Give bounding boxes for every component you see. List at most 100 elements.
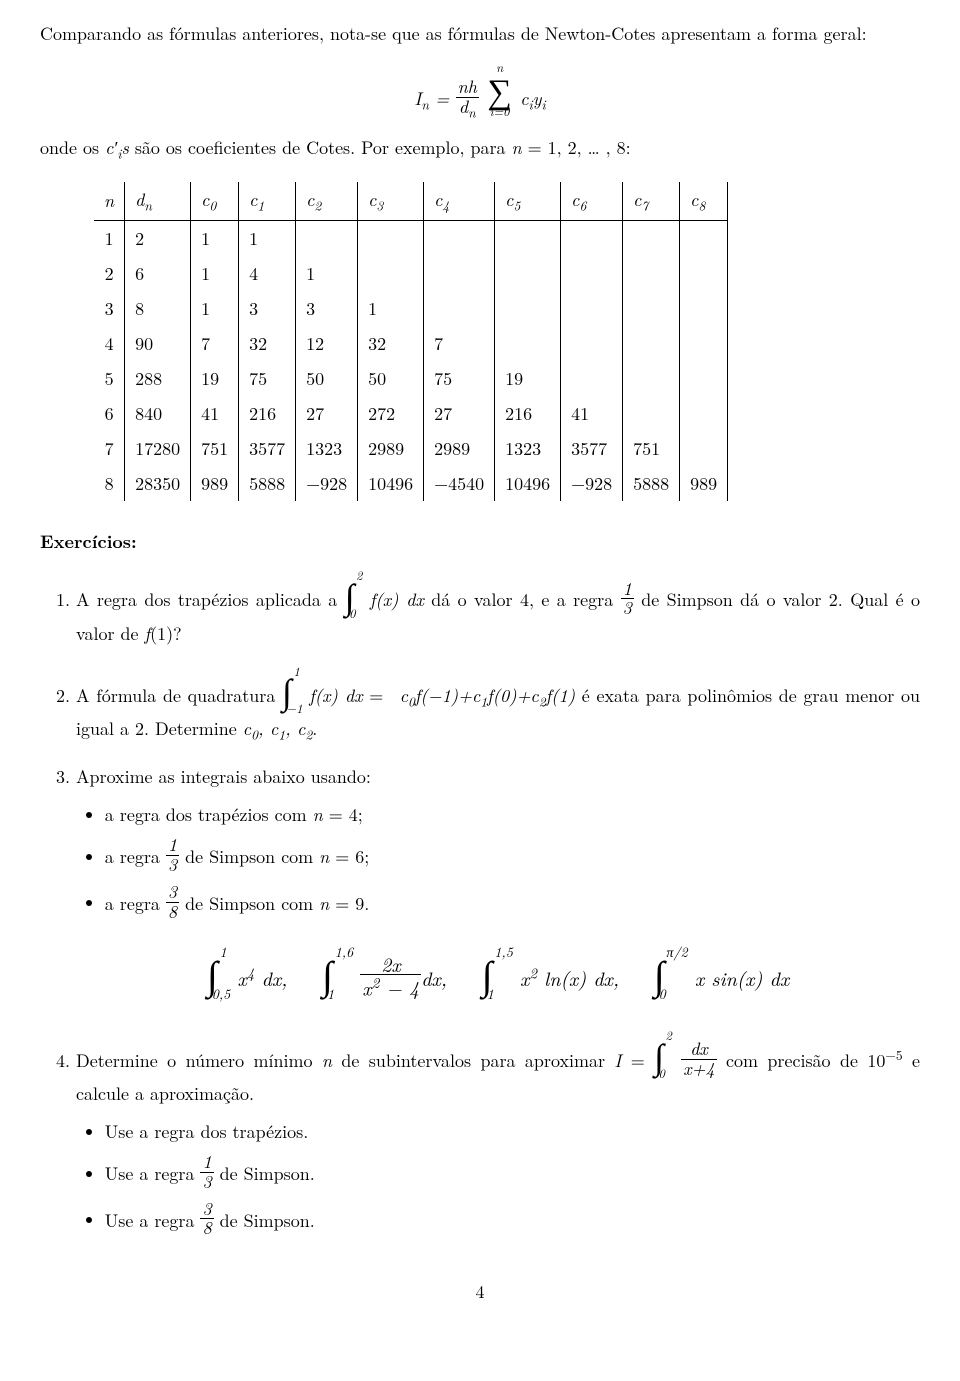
table-cell: 216	[239, 396, 296, 431]
table-cell	[561, 326, 623, 361]
page-number: 4	[40, 1278, 920, 1305]
table-cell	[495, 220, 561, 256]
table-row: 1211	[94, 220, 728, 256]
table-cell: 32	[239, 326, 296, 361]
table-cell: 7	[191, 326, 239, 361]
table-cell	[495, 326, 561, 361]
ex3-bullet-1: a regra dos trapézios com n = 4;	[105, 801, 920, 828]
table-cell	[680, 291, 728, 326]
table-header-cell: c5	[495, 182, 561, 220]
table-cell: 1323	[296, 431, 358, 466]
exercise-3: Aproxime as integrais abaixo usando: a r…	[76, 763, 920, 1002]
ex4-bullet-3: Use a regra 38 de Simpson.	[105, 1200, 920, 1239]
general-formula: In = nhdn n∑i=0 ciyi	[40, 61, 920, 119]
table-cell: 27	[424, 396, 495, 431]
ex3-bullet-3: a regra 38 de Simpson com n = 9.	[105, 883, 920, 922]
table-cell: 751	[191, 431, 239, 466]
table-row: 26141	[94, 256, 728, 291]
table-cell	[680, 396, 728, 431]
table-cell: 12	[296, 326, 358, 361]
table-cell: 840	[125, 396, 191, 431]
table-cell: 3577	[239, 431, 296, 466]
table-cell	[358, 220, 424, 256]
table-header-cell: c3	[358, 182, 424, 220]
table-header-cell: c1	[239, 182, 296, 220]
table-header-cell: c8	[680, 182, 728, 220]
intro-paragraph: Comparando as fórmulas anteriores, nota-…	[40, 20, 920, 47]
table-cell	[424, 220, 495, 256]
exercise-3-text: Aproxime as integrais abaixo usando:	[76, 764, 371, 789]
table-cell: 8	[94, 466, 125, 501]
table-cell: 989	[680, 466, 728, 501]
table-cell	[561, 291, 623, 326]
table-cell: 1	[191, 291, 239, 326]
table-cell	[561, 361, 623, 396]
table-header-cell: dn	[125, 182, 191, 220]
exercise-4-bullets: Use a regra dos trapézios. Use a regra 1…	[105, 1118, 920, 1239]
table-cell: 41	[561, 396, 623, 431]
table-cell: 32	[358, 326, 424, 361]
ex3-bullet-2: a regra 13 de Simpson com n = 6;	[105, 836, 920, 875]
table-cell: 1	[191, 256, 239, 291]
table-cell: 1	[191, 220, 239, 256]
table-cell: 28350	[125, 466, 191, 501]
table-cell	[623, 256, 680, 291]
table-body: 1211261413813314907321232752881975505075…	[94, 220, 728, 501]
table-cell: 4	[94, 326, 125, 361]
table-cell: 4	[239, 256, 296, 291]
table-cell: 2	[125, 220, 191, 256]
table-cell: 41	[191, 396, 239, 431]
exercise-1: A regra dos trapézios aplicada a 2∫0 f(x…	[76, 569, 920, 646]
table-cell: 17280	[125, 431, 191, 466]
table-cell: 1	[239, 220, 296, 256]
exercise-4-text: Determine o número mínimo n de subinterv…	[76, 1048, 920, 1106]
table-cell	[623, 291, 680, 326]
table-cell: 3577	[561, 431, 623, 466]
table-header-cell: n	[94, 182, 125, 220]
table-cell: 10496	[358, 466, 424, 501]
table-cell: −928	[296, 466, 358, 501]
table-header-cell: c4	[424, 182, 495, 220]
table-cell: 751	[623, 431, 680, 466]
table-cell: −928	[561, 466, 623, 501]
cotes-table: ndnc0c1c2c3c4c5c6c7c8 121126141381331490…	[94, 182, 728, 501]
table-header-cell: c0	[191, 182, 239, 220]
table-cell: 5	[94, 361, 125, 396]
coefficients-line: onde os c′is são os coeficientes de Cote…	[40, 134, 920, 164]
exercise-3-bullets: a regra dos trapézios com n = 4; a regra…	[105, 801, 920, 922]
table-cell: 272	[358, 396, 424, 431]
table-cell	[358, 256, 424, 291]
table-header-row: ndnc0c1c2c3c4c5c6c7c8	[94, 182, 728, 220]
table-cell: 7	[424, 326, 495, 361]
table-header-cell: c6	[561, 182, 623, 220]
table-cell	[296, 220, 358, 256]
table-cell: 2989	[358, 431, 424, 466]
table-cell: 1	[296, 256, 358, 291]
table-row: 5288197550507519	[94, 361, 728, 396]
table-cell: 75	[239, 361, 296, 396]
table-row: 8283509895888−92810496−454010496−9285888…	[94, 466, 728, 501]
table-cell: 6	[94, 396, 125, 431]
table-cell	[623, 361, 680, 396]
table-cell: 216	[495, 396, 561, 431]
table-row: 381331	[94, 291, 728, 326]
ex4-bullet-2: Use a regra 13 de Simpson.	[105, 1153, 920, 1192]
table-cell	[495, 291, 561, 326]
table-cell: 3	[94, 291, 125, 326]
table-row: 49073212327	[94, 326, 728, 361]
table-cell	[680, 361, 728, 396]
table-cell	[623, 396, 680, 431]
table-cell	[561, 220, 623, 256]
table-cell: 2	[94, 256, 125, 291]
exercise-2: A fórmula de quadratura 1∫−1 f(x) dx = c…	[76, 665, 920, 745]
table-cell: 75	[424, 361, 495, 396]
table-cell: 288	[125, 361, 191, 396]
table-cell	[495, 256, 561, 291]
table-cell	[680, 220, 728, 256]
table-cell: 989	[191, 466, 239, 501]
exercises-title: Exercícios:	[40, 528, 920, 555]
table-cell: 6	[125, 256, 191, 291]
table-cell: 27	[296, 396, 358, 431]
table-cell: 5888	[623, 466, 680, 501]
table-cell	[561, 256, 623, 291]
